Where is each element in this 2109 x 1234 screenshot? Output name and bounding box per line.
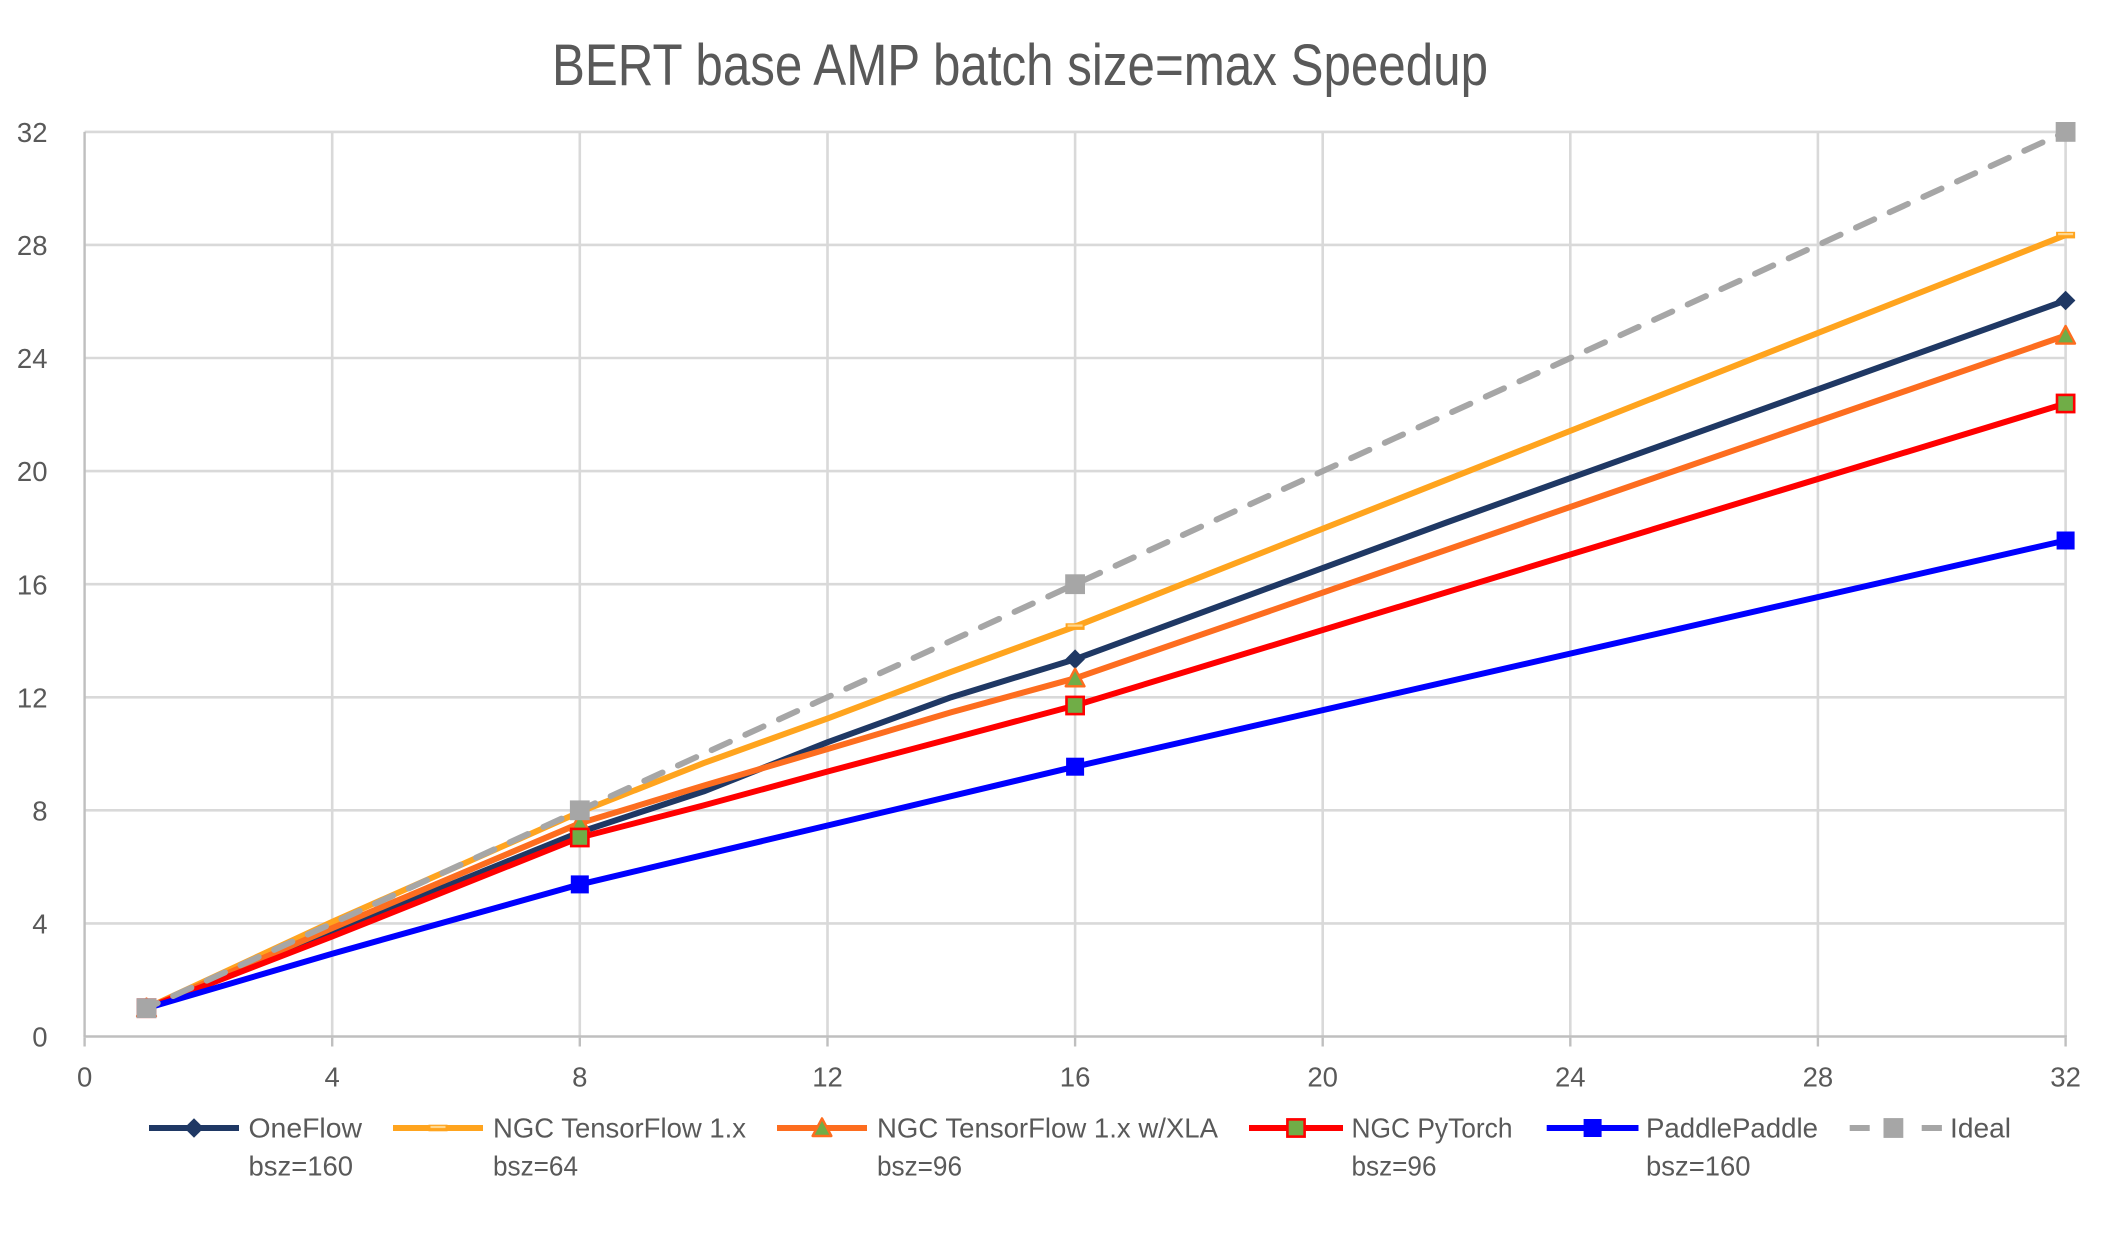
svg-text:28: 28 <box>1803 1062 1834 1093</box>
svg-text:Ideal: Ideal <box>1950 1113 2011 1144</box>
svg-text:8: 8 <box>32 795 47 826</box>
svg-text:bsz=64: bsz=64 <box>493 1151 578 1182</box>
svg-text:16: 16 <box>1060 1062 1091 1093</box>
svg-text:8: 8 <box>572 1062 587 1093</box>
svg-text:12: 12 <box>17 682 48 713</box>
svg-text:OneFlow: OneFlow <box>249 1113 363 1144</box>
svg-text:0: 0 <box>32 1022 47 1053</box>
svg-text:bsz=160: bsz=160 <box>249 1151 354 1182</box>
svg-text:28: 28 <box>17 230 48 261</box>
svg-text:32: 32 <box>17 117 48 148</box>
svg-text:4: 4 <box>32 909 47 940</box>
svg-text:12: 12 <box>812 1062 843 1093</box>
svg-text:NGC PyTorch: NGC PyTorch <box>1352 1113 1513 1144</box>
svg-text:20: 20 <box>1307 1062 1338 1093</box>
svg-text:16: 16 <box>17 569 48 600</box>
svg-text:bsz=160: bsz=160 <box>1646 1151 1751 1182</box>
svg-text:NGC TensorFlow 1.x: NGC TensorFlow 1.x <box>493 1113 746 1144</box>
svg-text:4: 4 <box>325 1062 340 1093</box>
svg-text:24: 24 <box>1555 1062 1586 1093</box>
svg-text:bsz=96: bsz=96 <box>877 1151 962 1182</box>
svg-text:0: 0 <box>77 1062 92 1093</box>
svg-text:32: 32 <box>2050 1062 2081 1093</box>
svg-text:PaddlePaddle: PaddlePaddle <box>1646 1113 1818 1144</box>
svg-text:bsz=96: bsz=96 <box>1352 1151 1437 1182</box>
svg-text:20: 20 <box>17 456 48 487</box>
svg-text:NGC TensorFlow 1.x w/XLA: NGC TensorFlow 1.x w/XLA <box>877 1113 1218 1144</box>
svg-text:24: 24 <box>17 343 48 374</box>
svg-text:BERT base AMP batch size=max S: BERT base AMP batch size=max Speedup <box>552 33 1488 98</box>
